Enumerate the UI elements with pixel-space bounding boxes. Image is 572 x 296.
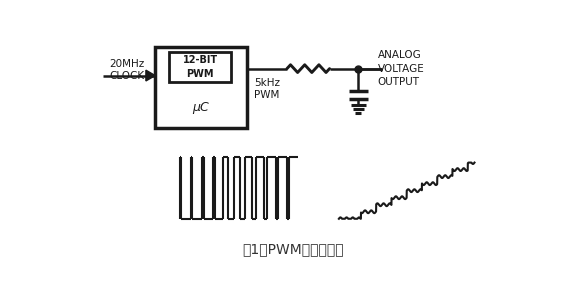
- Bar: [155, 47, 247, 128]
- Polygon shape: [146, 70, 155, 81]
- Text: ANALOG
VOLTAGE
OUTPUT: ANALOG VOLTAGE OUTPUT: [378, 50, 424, 87]
- Text: μC: μC: [193, 101, 209, 114]
- Bar: [169, 52, 231, 82]
- Text: 5kHz
PWM: 5kHz PWM: [254, 78, 280, 100]
- Text: 20MHz
CLOCK: 20MHz CLOCK: [110, 59, 145, 81]
- Text: 图1：PWM至模拟转换: 图1：PWM至模拟转换: [243, 243, 344, 257]
- Text: 12-BIT
PWM: 12-BIT PWM: [182, 55, 218, 79]
